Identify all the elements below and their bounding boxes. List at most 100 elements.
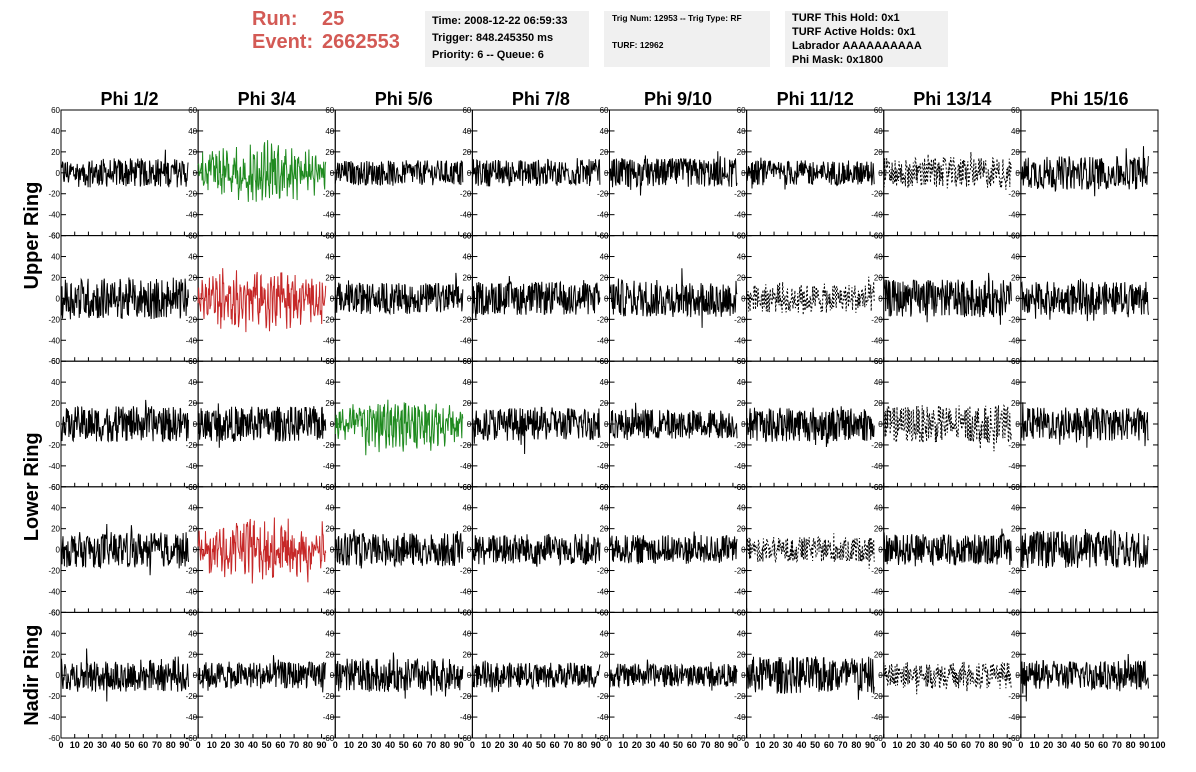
- x-tick-label: 50: [262, 740, 272, 750]
- x-tick-label: 50: [399, 740, 409, 750]
- waveform-trace: [1020, 278, 1149, 322]
- y-tick-label: 0: [467, 420, 472, 429]
- x-tick-label: 20: [495, 740, 505, 750]
- y-tick-label: -40: [48, 713, 60, 722]
- y-tick-label: -60: [1008, 232, 1020, 241]
- x-tick-label: 90: [179, 740, 189, 750]
- y-tick-label: 60: [325, 106, 334, 115]
- y-tick-label: -60: [597, 232, 609, 241]
- y-tick-label: 0: [56, 169, 61, 178]
- y-tick-label: 0: [193, 294, 198, 303]
- x-tick-label: 0: [333, 740, 338, 750]
- y-tick-label: -20: [186, 567, 198, 576]
- x-tick-label: 80: [577, 740, 587, 750]
- waveform-trace: [1020, 146, 1149, 197]
- y-tick-label: -40: [734, 211, 746, 220]
- y-tick-label: 20: [325, 650, 334, 659]
- y-tick-label: 60: [188, 106, 197, 115]
- y-tick-label: 40: [600, 378, 609, 387]
- y-tick-label: 40: [325, 629, 334, 638]
- turf-holds-box: TURF This Hold: 0x1 TURF Active Holds: 0…: [785, 11, 948, 67]
- y-tick-label: 60: [600, 106, 609, 115]
- y-tick-label: -40: [1008, 211, 1020, 220]
- x-tick-label: 30: [234, 740, 244, 750]
- waveform-trace: [746, 276, 875, 316]
- y-tick-label: 40: [188, 504, 197, 513]
- x-tick-label: 20: [769, 740, 779, 750]
- y-tick-label: 20: [188, 525, 197, 534]
- y-tick-label: 60: [462, 608, 471, 617]
- waveform-trace: [471, 275, 601, 319]
- x-tick-label: 40: [111, 740, 121, 750]
- y-tick-label: 0: [193, 420, 198, 429]
- y-tick-label: -20: [323, 567, 335, 576]
- y-tick-label: 40: [188, 127, 197, 136]
- y-tick-label: 40: [737, 253, 746, 262]
- x-tick-label: 80: [714, 740, 724, 750]
- y-tick-label: -20: [48, 567, 60, 576]
- y-tick-label: -40: [460, 713, 472, 722]
- y-tick-label: -20: [597, 441, 609, 450]
- y-tick-label: -40: [597, 462, 609, 471]
- y-tick-label: 20: [600, 525, 609, 534]
- waveform-trace: [471, 158, 601, 187]
- y-tick-label: 60: [737, 483, 746, 492]
- turf-this-hold: TURF This Hold: 0x1: [792, 12, 900, 24]
- y-tick-label: -60: [323, 357, 335, 366]
- y-tick-label: 20: [874, 273, 883, 282]
- y-tick-label: -40: [186, 462, 198, 471]
- y-tick-label: -40: [597, 713, 609, 722]
- y-tick-label: -60: [734, 357, 746, 366]
- waveform-trace: [471, 660, 601, 693]
- x-tick-label: 20: [221, 740, 231, 750]
- turf-text: TURF: 12962: [612, 40, 664, 50]
- panel-frame: [197, 235, 336, 362]
- y-tick-label: -20: [871, 190, 883, 199]
- x-tick-label: 20: [632, 740, 642, 750]
- waveform-trace: [609, 402, 738, 441]
- y-tick-label: 60: [1011, 357, 1020, 366]
- x-tick-label: 10: [70, 740, 80, 750]
- waveform-trace: [1020, 402, 1149, 448]
- y-tick-label: -40: [323, 462, 335, 471]
- waveform-trace: [197, 268, 327, 333]
- waveform-trace: [334, 652, 464, 699]
- row-group-label: Nadir Ring: [21, 625, 43, 726]
- trigger-text: Trigger: 848.245350 ms: [432, 32, 554, 44]
- y-tick-label: 40: [1011, 253, 1020, 262]
- x-tick-label: 80: [1126, 740, 1136, 750]
- y-tick-label: 20: [874, 148, 883, 157]
- x-tick-label: 0: [196, 740, 201, 750]
- y-tick-label: -40: [871, 713, 883, 722]
- x-tick-label: 90: [1002, 740, 1012, 750]
- y-tick-label: -20: [1008, 441, 1020, 450]
- y-tick-label: -20: [460, 441, 472, 450]
- y-tick-label: -60: [734, 608, 746, 617]
- waveform-trace: [334, 529, 464, 569]
- y-tick-label: -20: [460, 190, 472, 199]
- labrador-text: Labrador AAAAAAAAAA: [792, 40, 922, 52]
- y-tick-label: -60: [871, 232, 883, 241]
- x-tick-label: 30: [97, 740, 107, 750]
- y-tick-label: -40: [323, 211, 335, 220]
- y-tick-label: 20: [325, 148, 334, 157]
- x-tick-label: 60: [1098, 740, 1108, 750]
- y-tick-label: 0: [1015, 169, 1020, 178]
- x-tick-label: 30: [646, 740, 656, 750]
- y-tick-label: -60: [48, 232, 60, 241]
- y-tick-label: -20: [871, 441, 883, 450]
- y-tick-label: 40: [874, 127, 883, 136]
- x-tick-label: 10: [207, 740, 217, 750]
- y-tick-label: -20: [597, 692, 609, 701]
- y-tick-label: -20: [734, 441, 746, 450]
- y-tick-label: 40: [188, 253, 197, 262]
- y-tick-label: 60: [51, 232, 60, 241]
- y-tick-label: -20: [871, 315, 883, 324]
- y-tick-label: 0: [604, 169, 609, 178]
- y-tick-label: 60: [462, 483, 471, 492]
- y-tick-label: -60: [48, 357, 60, 366]
- y-tick-label: 20: [874, 399, 883, 408]
- y-tick-label: -20: [323, 190, 335, 199]
- y-tick-label: -60: [48, 734, 60, 743]
- y-tick-label: 60: [188, 483, 197, 492]
